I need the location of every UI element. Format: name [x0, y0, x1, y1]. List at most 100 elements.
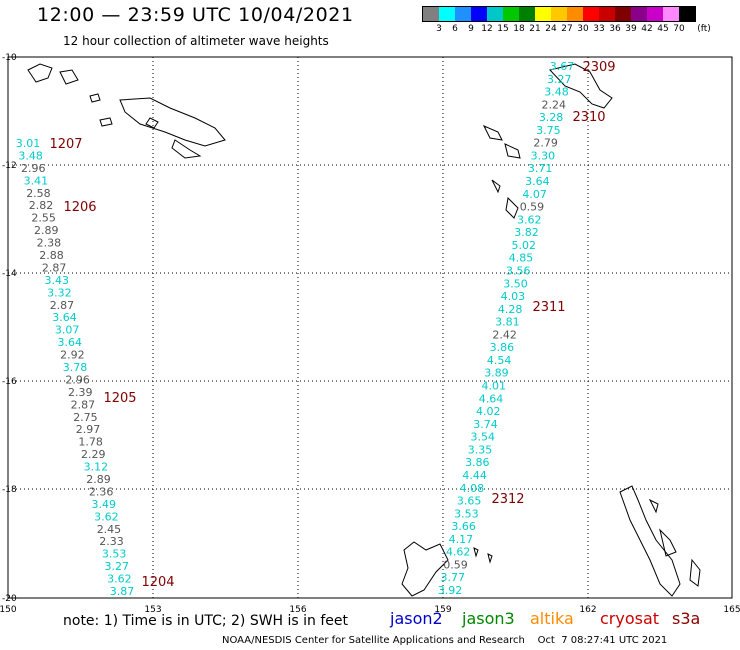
- swh-value: 3.27: [105, 560, 130, 573]
- legend-swatch: [551, 7, 567, 21]
- legend-label: 42: [641, 24, 653, 34]
- swh-value: 4.85: [509, 252, 534, 265]
- coastline: [145, 117, 159, 129]
- swh-value: 0.59: [443, 558, 468, 571]
- swh-value: 2.87: [71, 398, 96, 411]
- coastline: [99, 117, 113, 127]
- swh-value: 4.01: [481, 380, 506, 393]
- altimeter-tracks: 3.013.482.963.412.582.822.552.892.382.88…: [16, 60, 616, 598]
- swh-value: 3.54: [471, 431, 496, 444]
- swh-value: 3.87: [110, 585, 135, 598]
- swh-value: 2.39: [68, 386, 93, 399]
- swh-value: 2.88: [39, 249, 64, 262]
- time-label: 1207: [49, 137, 82, 152]
- swh-value: 3.92: [438, 584, 463, 597]
- swh-value: 3.82: [514, 226, 539, 239]
- swh-value: 3.48: [544, 86, 569, 99]
- coastline: [59, 69, 79, 85]
- map-frame: [7, 56, 733, 599]
- swh-value: 2.96: [21, 162, 46, 175]
- coastline: [505, 196, 519, 219]
- legend-label: 36: [609, 24, 621, 34]
- page-title: 12:00 — 23:59 UTC 10/04/2021: [37, 4, 354, 26]
- swh-value: 4.54: [487, 354, 512, 367]
- coastline: [401, 541, 449, 597]
- legend-swatch: [599, 7, 615, 21]
- swh-value: 5.02: [512, 239, 537, 252]
- x-tick-label: 159: [434, 605, 451, 615]
- swh-value: 3.01: [16, 137, 41, 150]
- swh-value: 3.53: [454, 507, 479, 520]
- swh-value: 2.75: [73, 411, 98, 424]
- legend-swatch: [535, 7, 551, 21]
- coastline: [482, 125, 503, 141]
- swh-value: 2.89: [34, 224, 59, 237]
- legend-unit: (ft): [697, 24, 711, 34]
- coastline: [491, 179, 501, 194]
- swh-value: 3.32: [47, 286, 72, 299]
- y-tick-label: -20: [2, 594, 17, 604]
- swh-value: 3.64: [525, 175, 550, 188]
- swh-value: 3.28: [539, 111, 564, 124]
- legend-swatch: [439, 7, 455, 21]
- map-grid: [7, 56, 733, 599]
- swh-value: 3.64: [52, 311, 77, 324]
- time-label: 2311: [532, 300, 565, 315]
- swh-value: 3.12: [84, 461, 109, 474]
- axis-tick-labels: 150 153 156 159 162 165 -10 -12 -14 -16 -18 -20: [0, 53, 740, 615]
- coastlines: [27, 63, 701, 597]
- swh-value: 3.86: [490, 341, 515, 354]
- swh-value: 2.29: [81, 448, 106, 461]
- x-tick-label: 165: [723, 605, 740, 615]
- page-subtitle: 12 hour collection of altimeter wave hei…: [63, 34, 329, 48]
- legend-color-bar: [422, 6, 696, 22]
- legend-label: 70: [673, 24, 685, 34]
- swh-value: 3.64: [58, 336, 83, 349]
- y-tick-label: -12: [2, 161, 17, 171]
- legend-swatch: [455, 7, 471, 21]
- legend-label: 15: [497, 24, 509, 34]
- coastline: [619, 485, 681, 597]
- swh-value: 3.78: [63, 361, 88, 374]
- swh-value: 3.49: [91, 498, 116, 511]
- y-tick-label: -16: [2, 377, 17, 387]
- coastline: [119, 97, 226, 147]
- swh-value: 3.53: [102, 548, 127, 561]
- swh-value: 3.81: [495, 316, 520, 329]
- swh-value: 3.30: [531, 149, 556, 162]
- legend-swatch: [663, 7, 679, 21]
- swh-value: 2.55: [31, 212, 56, 225]
- legend-swatch: [647, 7, 663, 21]
- legend-label: 12: [481, 24, 493, 34]
- swh-value: 3.67: [550, 60, 575, 73]
- swh-value: 3.41: [24, 174, 49, 187]
- satellite-s3a: s3a: [672, 609, 701, 628]
- swh-value: 2.79: [533, 137, 558, 150]
- legend-swatch: [615, 7, 631, 21]
- swh-value: 3.62: [107, 573, 132, 586]
- x-tick-label: 153: [144, 605, 161, 615]
- legend-label: 6: [452, 24, 458, 34]
- legend-label: 18: [513, 24, 525, 34]
- swh-value: 2.42: [492, 328, 517, 341]
- swh-value: 2.82: [29, 199, 54, 212]
- credit-footer: NOAA/NESDIS Center for Satellite Applica…: [222, 635, 668, 646]
- swh-value: 3.56: [506, 264, 531, 277]
- swh-value: 3.89: [484, 367, 509, 380]
- swh-value: 3.62: [94, 510, 119, 523]
- footnote: note: 1) Time is in UTC; 2) SWH is in fe…: [63, 613, 349, 629]
- swh-value: 3.66: [451, 520, 476, 533]
- swh-value: 3.74: [473, 418, 498, 431]
- coastline: [487, 553, 493, 564]
- swh-value: 4.28: [498, 303, 523, 316]
- y-tick-label: -14: [2, 269, 17, 279]
- swh-value: 2.38: [37, 237, 62, 250]
- swh-value: 3.50: [503, 277, 528, 290]
- legend-label: 39: [625, 24, 637, 34]
- time-label: 2310: [572, 110, 605, 125]
- swh-value: 3.86: [465, 456, 490, 469]
- coastline: [549, 63, 613, 109]
- swh-value: 3.71: [528, 162, 553, 175]
- legend-swatch: [471, 7, 487, 21]
